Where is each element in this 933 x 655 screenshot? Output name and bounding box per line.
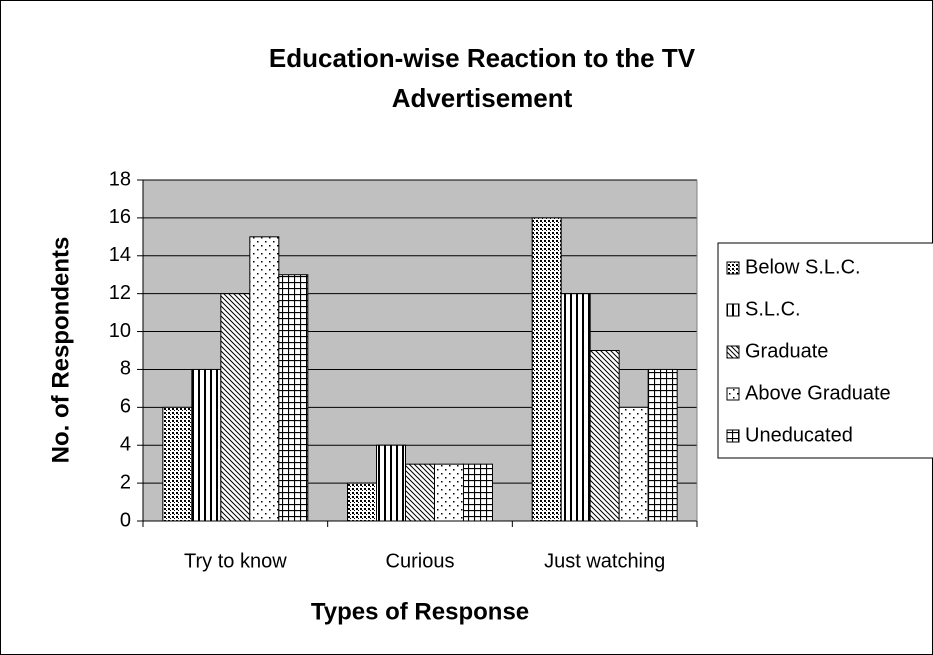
legend xyxy=(717,242,933,459)
chart-title: Education-wise Reaction to the TV Advert… xyxy=(268,43,696,113)
bar xyxy=(191,368,222,522)
legend-swatch xyxy=(726,429,740,443)
legend-swatch xyxy=(726,261,740,275)
legend-swatch xyxy=(726,303,740,317)
bar xyxy=(560,293,591,522)
bar xyxy=(405,463,435,522)
bar xyxy=(462,463,493,522)
bar xyxy=(433,463,464,522)
bar xyxy=(278,274,309,522)
legend-swatch xyxy=(726,345,740,359)
bar xyxy=(162,406,193,522)
y-tick-label: 4 xyxy=(120,434,131,456)
y-tick-label: 10 xyxy=(109,320,131,342)
x-tick-label: Curious xyxy=(386,550,455,572)
y-tick-label: 2 xyxy=(120,471,131,493)
bar xyxy=(531,217,562,522)
bar xyxy=(220,293,251,522)
legend-label: Uneducated xyxy=(745,424,853,446)
y-tick-label: 18 xyxy=(109,168,131,190)
y-tick-label: 16 xyxy=(109,206,131,228)
bar xyxy=(347,482,378,522)
y-tick-label: 8 xyxy=(120,358,131,380)
y-axis-label: No. of Respondents xyxy=(47,237,74,464)
bar xyxy=(249,236,280,522)
y-tick-label: 12 xyxy=(109,282,131,304)
y-tick-label: 0 xyxy=(120,509,131,531)
bar xyxy=(376,444,407,522)
legend-label: Above Graduate xyxy=(745,382,891,404)
legend-label: Graduate xyxy=(745,340,828,362)
bar xyxy=(589,350,620,522)
x-tick-label: Just watching xyxy=(544,550,665,572)
bar xyxy=(618,406,649,522)
y-tick-label: 6 xyxy=(120,396,131,418)
x-tick-label: Try to know xyxy=(184,550,287,572)
x-axis-label: Types of Response xyxy=(311,598,529,625)
y-tick-label: 14 xyxy=(109,244,131,266)
legend-swatch xyxy=(726,387,740,401)
bar xyxy=(647,368,678,522)
legend-label: Below S.L.C. xyxy=(745,256,861,278)
legend-label: S.L.C. xyxy=(745,298,801,320)
